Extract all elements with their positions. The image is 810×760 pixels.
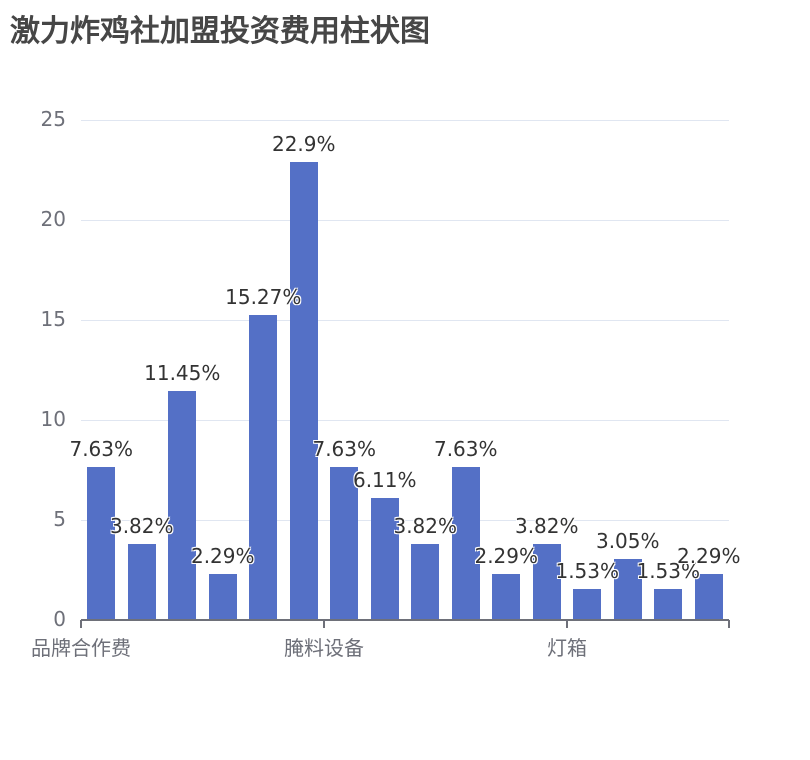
bar-value-label: 7.63%	[312, 437, 377, 462]
y-tick-label: 10	[40, 407, 66, 431]
bar-value-label: 3.82%	[514, 513, 579, 538]
bar[interactable]	[289, 162, 318, 620]
bar-value-label: 2.29%	[676, 544, 741, 569]
y-tick-label: 5	[53, 507, 66, 531]
bar[interactable]	[613, 559, 642, 620]
x-tick	[80, 620, 82, 628]
x-tick-label: 灯箱	[547, 636, 587, 660]
bar-value-label: 22.9%	[271, 132, 336, 156]
bar[interactable]	[168, 391, 197, 620]
bar[interactable]	[694, 574, 723, 620]
bar-value-label: 3.82%	[393, 513, 458, 538]
gridline	[81, 120, 729, 121]
y-tick-label: 15	[40, 307, 66, 331]
bar[interactable]	[532, 543, 561, 620]
x-axis-line	[81, 619, 729, 621]
bar-value-label: 7.63%	[433, 437, 498, 462]
bar-value-label: 15.27%	[225, 284, 302, 309]
bar[interactable]	[87, 467, 116, 620]
x-tick	[323, 620, 325, 628]
x-tick-label: 腌料设备	[284, 636, 364, 660]
y-tick-label: 0	[53, 607, 66, 631]
bar-value-label: 2.29%	[190, 544, 255, 569]
bar-value-label: 1.53%	[636, 559, 701, 584]
bar[interactable]	[208, 574, 237, 620]
bar[interactable]	[127, 543, 156, 620]
bar[interactable]	[249, 314, 278, 620]
bar-value-label: 3.82%	[109, 513, 174, 538]
gridline	[81, 220, 729, 221]
bar[interactable]	[573, 589, 602, 620]
bar[interactable]	[492, 574, 521, 620]
gridline	[81, 320, 729, 321]
y-tick-label: 25	[40, 107, 66, 131]
x-tick-label: 品牌合作费	[31, 636, 131, 660]
bar[interactable]	[411, 543, 440, 620]
bar-value-label: 1.53%	[555, 559, 620, 584]
y-tick-label: 20	[40, 207, 66, 231]
bar-value-label: 3.05%	[595, 529, 660, 553]
bar[interactable]	[330, 467, 359, 620]
bar-value-label: 7.63%	[69, 437, 134, 462]
bar-value-label: 2.29%	[474, 544, 539, 569]
bar-value-label: 6.11%	[352, 467, 417, 492]
bar[interactable]	[451, 467, 480, 620]
chart-title: 激力炸鸡社加盟投资费用柱状图	[10, 14, 430, 49]
gridline	[81, 520, 729, 521]
x-tick	[566, 620, 568, 628]
bar[interactable]	[654, 589, 683, 620]
gridline	[81, 420, 729, 421]
x-tick	[728, 620, 730, 628]
bar[interactable]	[370, 497, 399, 620]
bar-value-label: 11.45%	[144, 361, 221, 385]
